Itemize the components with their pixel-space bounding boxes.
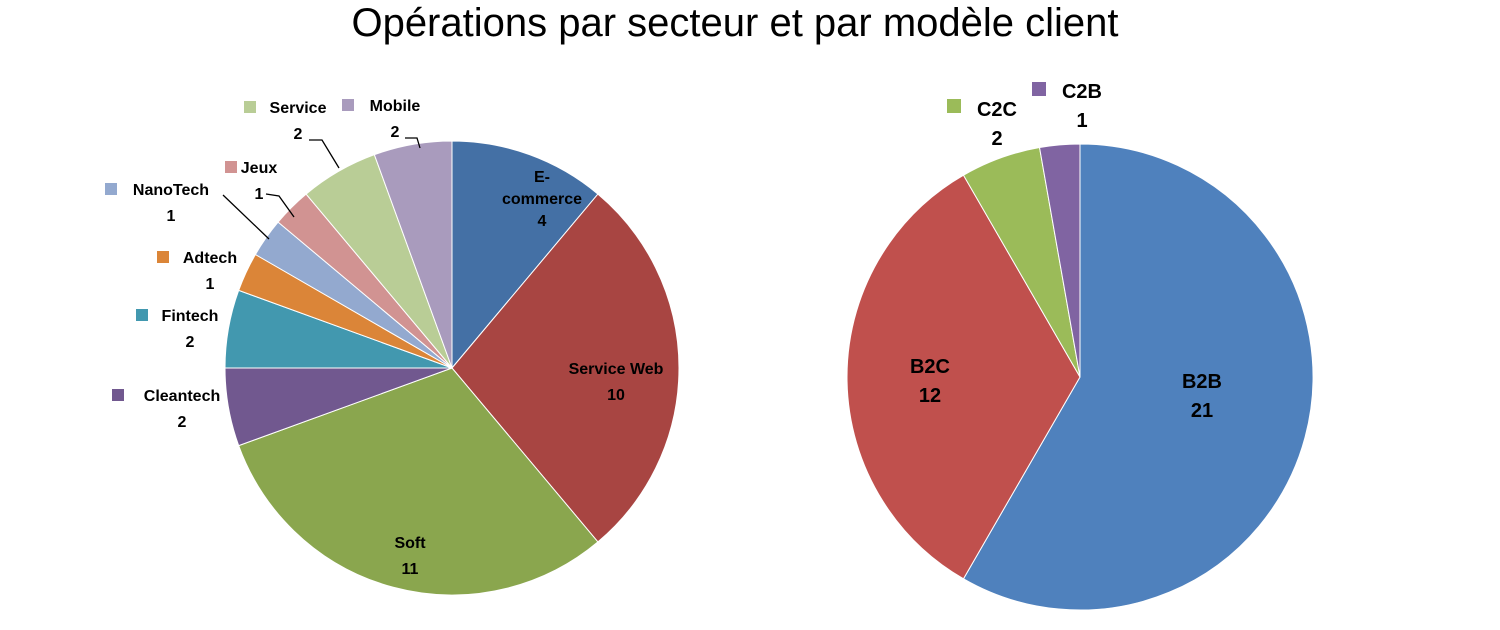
- data-label-text: E-: [534, 169, 550, 186]
- data-label-text: 10: [607, 387, 625, 404]
- data-label-text: 2: [391, 124, 400, 141]
- pie-slice-c2b: [1038, 143, 1081, 378]
- legend-key-swatch: [342, 99, 354, 111]
- pie-slice-e-commerce: [451, 140, 599, 370]
- data-label-nanotech: NanoTech 1: [105, 182, 209, 225]
- data-label-e-commerce: E-commerce 4: [502, 169, 582, 230]
- data-label-text: 1: [1076, 110, 1087, 132]
- pie-slice-b2c: [846, 174, 1081, 580]
- data-label-soft: Soft 11: [394, 535, 426, 578]
- data-label-service: Service 2: [244, 100, 327, 143]
- data-label-jeux: Jeux 1: [225, 160, 277, 203]
- data-label-text: Service: [270, 100, 327, 117]
- pie-slice-soft: [238, 367, 599, 596]
- legend-key-swatch: [157, 251, 169, 263]
- legend-key-swatch: [105, 183, 117, 195]
- chart-title: Opérations par secteur et par modèle cli…: [351, 1, 1119, 45]
- data-label-text: 1: [255, 186, 264, 203]
- legend-key-swatch: [244, 101, 256, 113]
- legend-key-swatch: [947, 99, 961, 113]
- leader-line-service: [309, 139, 340, 169]
- leader-line-mobile: [405, 137, 421, 149]
- legend-key-swatch: [136, 309, 148, 321]
- data-label-text: 1: [167, 208, 176, 225]
- data-label-text: Cleantech: [144, 388, 220, 405]
- data-label-cleantech: Cleantech 2: [112, 388, 220, 431]
- data-label-text: 2: [294, 126, 303, 143]
- data-label-text: B2C: [910, 356, 950, 378]
- data-label-text: C2B: [1062, 81, 1102, 103]
- pie-slice-service-web: [451, 193, 680, 543]
- data-label-text: 2: [991, 128, 1002, 150]
- leader-line-jeux: [265, 193, 295, 218]
- data-label-text: 2: [186, 334, 195, 351]
- data-label-text: 21: [1191, 400, 1213, 422]
- leader-line-nanotech: [222, 194, 270, 240]
- data-label-adtech: Adtech 1: [157, 250, 237, 293]
- data-label-text: NanoTech: [133, 182, 209, 199]
- legend-key-swatch: [1032, 82, 1046, 96]
- legend-key-swatch: [112, 389, 124, 401]
- data-label-text: 12: [919, 385, 941, 407]
- data-label-text: 4: [538, 213, 547, 230]
- data-label-text: Jeux: [241, 160, 278, 177]
- data-label-fintech: Fintech 2: [136, 308, 218, 351]
- pie-slice-b2b: [962, 143, 1314, 611]
- legend-key-swatch: [225, 161, 237, 173]
- data-label-service-web: Service Web 10: [569, 361, 664, 404]
- data-label-text: 1: [206, 276, 215, 293]
- data-label-text: 11: [402, 561, 419, 578]
- data-label-text: Service Web: [569, 361, 664, 378]
- data-label-text: Adtech: [183, 250, 237, 267]
- data-label-text: Soft: [394, 535, 426, 552]
- data-label-text: commerce: [502, 191, 582, 208]
- pie-slice-mobile: [373, 140, 453, 369]
- data-label-text: Fintech: [162, 308, 219, 325]
- data-label-text: 2: [178, 414, 187, 431]
- data-label-text: B2B: [1182, 371, 1222, 393]
- data-label-text: C2C: [977, 99, 1017, 121]
- data-label-mobile: Mobile 2: [342, 98, 420, 141]
- data-label-text: Mobile: [370, 98, 421, 115]
